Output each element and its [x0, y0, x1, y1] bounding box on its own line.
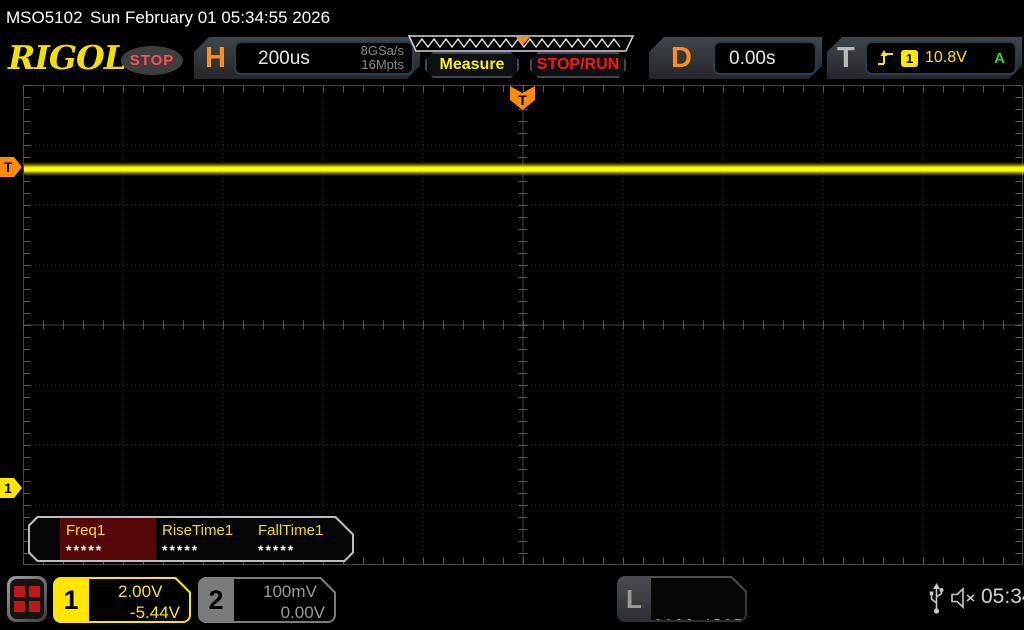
logic-row1: 0 1 2 3 4 5 6 7	[654, 617, 742, 630]
channel1-marker-number: 1	[4, 480, 12, 496]
datetime-text: Sun February 01 05:34:55 2026	[90, 8, 331, 27]
logic-analyzer-label: L	[626, 583, 642, 614]
trigger-level-value: 10.8V	[925, 49, 967, 66]
measure-button[interactable]: Measure	[425, 52, 519, 78]
acquisition-rates: 8GSa/s 16Mpts	[361, 44, 404, 72]
menu-grid-icon	[10, 579, 44, 619]
channel1-scale: 2.00V	[118, 582, 163, 601]
channel2-number: 2	[208, 584, 224, 615]
speaker-muted-icon	[951, 587, 975, 609]
measurement-falltime1[interactable]: FallTime1 *****	[252, 518, 348, 560]
trigger-label: T	[837, 42, 855, 74]
channel1-number: 1	[63, 584, 79, 615]
measurement-risetime1[interactable]: RiseTime1 *****	[156, 518, 252, 560]
trigger-box[interactable]: 1 10.8V A	[865, 41, 1017, 75]
delay-label: D	[671, 42, 692, 74]
rising-edge-icon	[877, 50, 894, 67]
memory-depth: 16Mpts	[361, 57, 404, 72]
usb-icon	[929, 583, 944, 614]
channel2-scale: 100mV	[263, 582, 317, 601]
trigger-sweep-mode: A	[994, 49, 1005, 67]
trigger-level-marker[interactable]: T	[0, 157, 23, 177]
delay-box[interactable]: 0.00s	[713, 41, 817, 75]
horizontal-label: H	[205, 42, 226, 74]
trigger-settings-block[interactable]: T 1 10.8V A	[827, 37, 1022, 79]
waveform-preview-strip[interactable]	[408, 35, 634, 52]
measurement-value: *****	[162, 542, 200, 558]
measurement-label: RiseTime1	[162, 522, 234, 539]
measurement-value: *****	[66, 542, 104, 558]
trigger-position-marker[interactable]: T	[509, 86, 536, 111]
graticule	[23, 85, 1023, 565]
channel1-offset: -5.44V	[129, 603, 180, 622]
run-state-indicator: STOP	[121, 46, 183, 75]
logic-analyzer-block[interactable]: L 0 1 2 3 4 5 6 7 8 9 10 11 12 13 14 15	[617, 576, 747, 622]
trigger-source-badge: 1	[901, 50, 918, 67]
trigger-level-letter: T	[4, 159, 13, 175]
channel1-status-block[interactable]: 1 2.00V -5.44V	[53, 577, 191, 623]
timebase-value: 200us	[258, 48, 310, 69]
channel1-readout: 2.00V -5.44V	[89, 579, 189, 621]
delay-value: 0.00s	[729, 48, 776, 69]
channel2-status-block[interactable]: 2 100mV 0.00V	[198, 577, 336, 623]
sample-rate: 8GSa/s	[360, 43, 404, 58]
titlebar: MSO5102 Sun February 01 05:34:55 2026	[0, 0, 1024, 33]
measurement-panel: Freq1 ***** RiseTime1 ***** FallTime1 **…	[28, 516, 354, 562]
channel1-offset-marker[interactable]: 1	[0, 478, 23, 498]
horizontal-settings-block[interactable]: H 200us 8GSa/s 16Mpts	[194, 37, 420, 79]
clock-display: 05:34	[981, 585, 1024, 608]
channel2-offset: 0.00V	[280, 603, 325, 622]
stop-run-button[interactable]: STOP/RUN	[530, 52, 626, 78]
measurement-freq1[interactable]: Freq1 *****	[60, 518, 156, 560]
model-name: MSO5102	[6, 8, 83, 27]
measurement-label: Freq1	[66, 522, 106, 539]
measurement-label: FallTime1	[258, 522, 324, 539]
delay-settings-block[interactable]: D 0.00s	[649, 37, 822, 79]
timebase-box[interactable]: 200us 8GSa/s 16Mpts	[234, 41, 414, 75]
measurement-value: *****	[258, 542, 296, 558]
measurement-spacer	[30, 518, 60, 560]
channel1-trace	[24, 162, 1024, 176]
logic-channel-list: 0 1 2 3 4 5 6 7 8 9 10 11 12 13 14 15	[651, 578, 745, 620]
preview-trigger-position-icon	[516, 37, 530, 45]
channel2-readout: 100mV 0.00V	[234, 579, 334, 621]
menu-button[interactable]	[7, 576, 47, 622]
trigger-position-letter: T	[518, 92, 527, 108]
rigol-logo: RIGOL	[8, 38, 127, 77]
